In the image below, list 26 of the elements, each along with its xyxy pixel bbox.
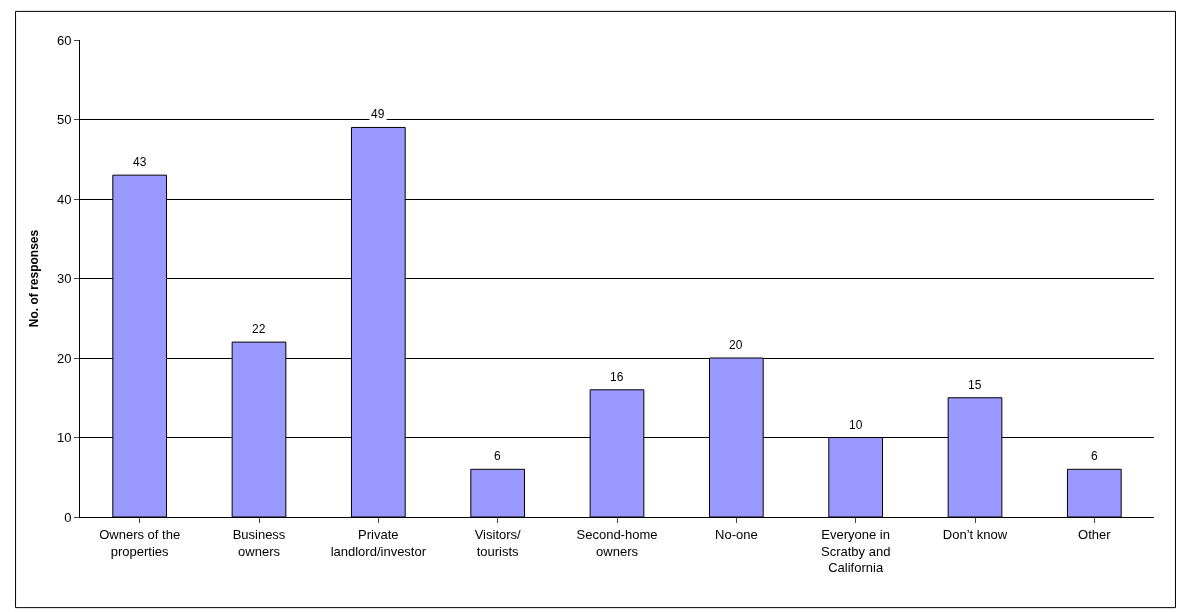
data-label: 43 [133,155,147,169]
x-tick-label: Other [1078,526,1112,542]
x-tick-label: No-one [715,526,758,542]
x-tick-label: Visitors/ tourists [474,526,522,559]
y-axis-title: No. of responses [27,229,42,328]
data-label: 6 [494,449,501,463]
y-tick-label: 20 [56,350,72,366]
x-tick-label: Everyone in Scratby and California [820,526,891,576]
x-tick-label: Owners of the properties [99,526,181,559]
x-tick-label: Don’t know [942,526,1008,542]
y-tick-label: 0 [64,509,72,525]
data-label: 16 [610,370,624,384]
data-label: 22 [252,322,266,336]
y-tick-label: 50 [56,112,72,128]
y-tick-label: 40 [56,191,72,207]
data-label: 6 [1091,449,1098,463]
x-tick-label: Private landlord/investor [330,526,427,559]
data-label: 10 [849,418,863,432]
x-tick-label: Second-home owners [576,526,658,559]
data-label: 49 [371,107,385,121]
y-tick-label: 60 [56,32,72,48]
y-tick-label: 10 [56,430,72,446]
data-label: 15 [968,378,982,392]
data-label: 20 [729,338,743,352]
y-tick-label: 30 [56,271,72,287]
x-tick-label: Business owners [232,526,286,559]
